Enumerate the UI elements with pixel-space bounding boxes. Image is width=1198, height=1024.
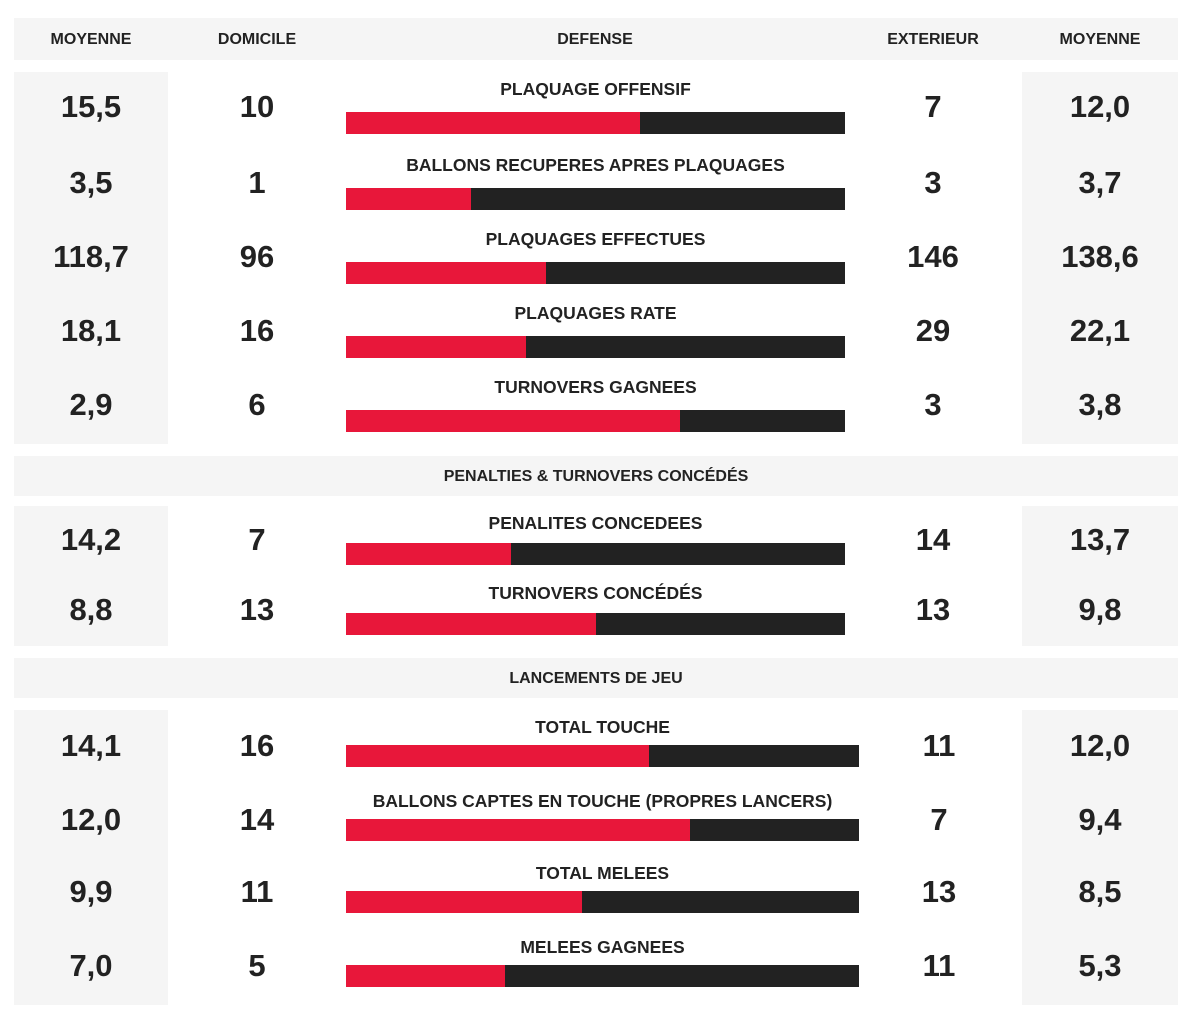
away-value: 3 bbox=[924, 165, 942, 200]
home-value: 1 bbox=[248, 165, 266, 200]
away-average-panel bbox=[1022, 710, 1178, 1005]
comparison-bar-home-fill bbox=[346, 262, 546, 284]
home-average-value: 7,0 bbox=[69, 948, 113, 983]
stat-label: TOTAL MELEES bbox=[535, 863, 670, 883]
section-header-penalties: PENALTIES & TURNOVERS CONCÉDÉS bbox=[14, 456, 1178, 496]
away-average-value: 22,1 bbox=[1069, 313, 1131, 348]
away-value: 7 bbox=[924, 89, 942, 124]
header-away: EXTERIEUR bbox=[887, 31, 979, 48]
away-average-value: 3,8 bbox=[1078, 387, 1122, 422]
home-average-value: 2,9 bbox=[69, 387, 113, 422]
away-value: 146 bbox=[907, 239, 959, 274]
stat-label: PLAQUAGES RATE bbox=[514, 303, 677, 323]
home-average-value: 14,1 bbox=[60, 728, 122, 763]
away-average-value: 12,0 bbox=[1069, 728, 1131, 763]
home-average-panel bbox=[14, 506, 168, 646]
stat-label: BALLONS RECUPERES APRES PLAQUAGES bbox=[406, 155, 785, 175]
header-home: DOMICILE bbox=[217, 31, 297, 48]
stat-label: BALLONS CAPTES EN TOUCHE (PROPRES LANCER… bbox=[372, 791, 833, 811]
home-value: 10 bbox=[239, 89, 275, 124]
home-average-value: 15,5 bbox=[60, 89, 122, 124]
away-average-value: 13,7 bbox=[1069, 522, 1131, 557]
home-value: 16 bbox=[239, 313, 275, 348]
home-value: 96 bbox=[239, 239, 275, 274]
home-average-value: 8,8 bbox=[69, 592, 113, 627]
comparison-bar-home-fill bbox=[346, 965, 506, 987]
stat-label: PLAQUAGES EFFECTUES bbox=[485, 229, 706, 249]
away-average-value: 9,4 bbox=[1078, 802, 1122, 837]
section-title: PENALTIES & TURNOVERS CONCÉDÉS bbox=[443, 468, 749, 485]
away-value: 7 bbox=[930, 802, 948, 837]
home-value: 14 bbox=[239, 802, 275, 837]
home-average-value: 18,1 bbox=[60, 313, 122, 348]
comparison-bar bbox=[346, 112, 845, 134]
home-average-value: 9,9 bbox=[69, 874, 113, 909]
home-average-panel bbox=[14, 72, 168, 444]
comparison-bar-home-fill bbox=[346, 891, 582, 913]
away-average-value: 3,7 bbox=[1078, 165, 1122, 200]
comparison-bar bbox=[346, 613, 845, 635]
stat-label: TURNOVERS CONCÉDÉS bbox=[488, 583, 703, 603]
home-value: 5 bbox=[248, 948, 266, 983]
stat-label: MELEES GAGNEES bbox=[520, 937, 685, 957]
home-value: 16 bbox=[239, 728, 275, 763]
stat-label: PLAQUAGE OFFENSIF bbox=[500, 79, 691, 99]
section-header-set-pieces: LANCEMENTS DE JEU bbox=[14, 658, 1178, 698]
away-average-value: 9,8 bbox=[1078, 592, 1122, 627]
away-average-value: 8,5 bbox=[1078, 874, 1122, 909]
header-category: DEFENSE bbox=[557, 31, 633, 48]
home-value: 6 bbox=[248, 387, 266, 422]
home-average-panel bbox=[14, 710, 168, 1005]
section-title: LANCEMENTS DE JEU bbox=[509, 670, 683, 687]
away-value: 13 bbox=[921, 874, 957, 909]
stat-label: TURNOVERS GAGNEES bbox=[494, 377, 697, 397]
comparison-bar bbox=[346, 819, 859, 841]
table-header: MOYENNE DOMICILE DEFENSE EXTERIEUR MOYEN… bbox=[14, 18, 1178, 60]
comparison-bar-home-fill bbox=[346, 819, 690, 841]
comparison-bar bbox=[346, 262, 845, 284]
home-average-value: 14,2 bbox=[60, 522, 122, 557]
comparison-bar bbox=[346, 965, 859, 987]
away-value: 11 bbox=[922, 948, 956, 983]
header-home-average: MOYENNE bbox=[50, 31, 132, 48]
comparison-bar-home-fill bbox=[346, 745, 649, 767]
comparison-bar-home-fill bbox=[346, 613, 596, 635]
comparison-bar bbox=[346, 745, 859, 767]
away-value: 29 bbox=[915, 313, 951, 348]
stat-label: PENALITES CONCEDEES bbox=[488, 513, 703, 533]
comparison-bar-home-fill bbox=[346, 336, 526, 358]
stat-label: TOTAL TOUCHE bbox=[535, 717, 670, 737]
comparison-bar bbox=[346, 891, 859, 913]
home-average-value: 3,5 bbox=[69, 165, 113, 200]
comparison-bar bbox=[346, 543, 845, 565]
home-value: 7 bbox=[248, 522, 266, 557]
header-away-average: MOYENNE bbox=[1059, 31, 1141, 48]
comparison-bar bbox=[346, 336, 845, 358]
away-value: 3 bbox=[924, 387, 942, 422]
home-value: 13 bbox=[239, 592, 275, 627]
home-average-value: 12,0 bbox=[60, 802, 122, 837]
home-value: 11 bbox=[240, 874, 274, 909]
home-average-value: 118,7 bbox=[53, 239, 129, 274]
away-average-panel bbox=[1022, 506, 1178, 646]
away-average-value: 138,6 bbox=[1061, 239, 1139, 274]
away-average-value: 12,0 bbox=[1069, 89, 1131, 124]
away-value: 13 bbox=[915, 592, 951, 627]
away-value: 14 bbox=[915, 522, 951, 557]
comparison-bar bbox=[346, 188, 845, 210]
away-average-value: 5,3 bbox=[1078, 948, 1122, 983]
away-value: 11 bbox=[922, 728, 956, 763]
comparison-bar-home-fill bbox=[346, 410, 681, 432]
comparison-bar bbox=[346, 410, 845, 432]
comparison-bar-home-fill bbox=[346, 543, 511, 565]
comparison-bar-home-fill bbox=[346, 112, 641, 134]
comparison-bar-home-fill bbox=[346, 188, 471, 210]
away-average-panel bbox=[1022, 72, 1178, 444]
